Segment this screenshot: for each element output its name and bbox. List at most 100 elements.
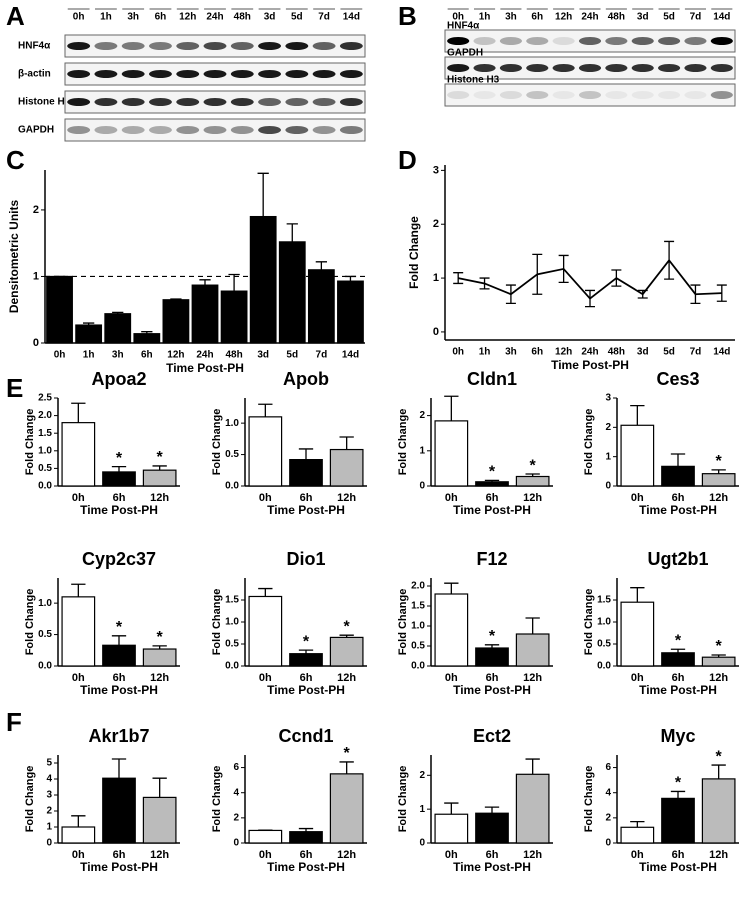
band (121, 42, 145, 50)
band (230, 70, 254, 78)
band (285, 70, 309, 78)
bar (249, 215, 277, 344)
x-tick-label: 12h (523, 492, 542, 504)
x-tick-label: 6h (672, 849, 685, 861)
y-axis-label: Fold Change (583, 589, 595, 656)
band (230, 126, 254, 134)
y-axis-label: Fold Change (583, 766, 595, 833)
x-tick-label: 6h (113, 492, 126, 504)
y-tick-label: 1.0 (597, 617, 611, 628)
error-bar (112, 311, 124, 314)
bar (104, 313, 132, 344)
band (203, 98, 227, 106)
error-bar (111, 758, 127, 779)
bar (515, 633, 550, 667)
error-bar (670, 453, 686, 467)
error-bar (525, 473, 540, 477)
x-tick-label: 6h (300, 672, 313, 684)
x-tick-label: 6h (113, 849, 126, 861)
y-tick-label: 0 (46, 838, 52, 849)
band (605, 64, 628, 72)
y-tick-label: 0.0 (411, 661, 425, 672)
band (67, 126, 91, 134)
y-tick-label: 0 (433, 326, 439, 338)
bar (701, 473, 736, 487)
band (499, 64, 522, 72)
band (552, 91, 575, 99)
x-axis-label: Time Post-PH (453, 683, 531, 697)
band (258, 70, 281, 78)
error-bar (484, 479, 500, 482)
error-bar (258, 587, 273, 597)
x-tick-label: 5d (286, 350, 298, 361)
x-tick-label: 12h (167, 350, 184, 361)
lane-label: 5d (663, 12, 675, 23)
band (526, 64, 549, 72)
error-bar (339, 761, 354, 774)
bar (329, 773, 364, 844)
y-tick-label: 0 (33, 337, 39, 349)
error-bar (71, 815, 86, 827)
bar (278, 241, 306, 344)
significance: * (716, 638, 723, 655)
band (339, 126, 363, 134)
x-tick-label: 12h (709, 672, 728, 684)
error-bar (228, 273, 240, 292)
y-tick-label: 6 (605, 762, 611, 773)
band (473, 64, 496, 72)
lane-label: 14d (343, 12, 360, 23)
lane-label: 5d (291, 12, 303, 23)
lane-label: 7d (318, 12, 330, 23)
error-bar (484, 806, 500, 814)
x-axis-label: Time Post-PH (639, 683, 717, 697)
y-tick-label: 2 (233, 812, 239, 823)
y-tick-label: 1 (33, 270, 39, 282)
x-tick-label: 6h (300, 849, 313, 861)
y-tick-label: 1.0 (38, 445, 52, 456)
bar (289, 459, 323, 487)
bar (289, 831, 323, 844)
panel-label: E (6, 373, 23, 403)
band (499, 37, 522, 45)
band (312, 42, 336, 50)
error-bar (344, 275, 357, 282)
y-tick-label: 0.0 (225, 481, 239, 492)
bar (329, 636, 364, 667)
y-tick-label: 1.5 (225, 595, 239, 606)
band (203, 42, 227, 50)
lane-label: 1h (100, 12, 112, 23)
panel-label: F (6, 707, 22, 737)
y-tick-label: 2 (605, 422, 611, 433)
y-tick-label: 0 (233, 838, 239, 849)
bar (475, 647, 509, 667)
error-bar (257, 172, 269, 217)
band (658, 91, 681, 99)
significance: * (675, 632, 682, 649)
lane-label: 3d (264, 12, 276, 23)
bar (102, 777, 136, 844)
x-axis-label: Time Post-PH (80, 860, 158, 874)
x-tick-label: 12h (337, 849, 356, 861)
x-tick-label: 48h (225, 350, 242, 361)
y-tick-label: 4 (233, 787, 239, 798)
x-tick-label: 0h (72, 492, 85, 504)
blot-strip (64, 118, 366, 142)
bar (661, 465, 695, 487)
y-tick-label: 2 (419, 410, 425, 421)
bar (329, 448, 364, 487)
band (258, 126, 281, 134)
bar (475, 812, 509, 844)
x-axis-label: Time Post-PH (166, 361, 244, 375)
x-tick-label: 24h (196, 350, 213, 361)
y-tick-label: 3 (46, 790, 52, 801)
y-tick-label: 6 (233, 762, 239, 773)
x-tick-label: 0h (631, 672, 644, 684)
band (285, 98, 309, 106)
x-tick-label: 0h (631, 849, 644, 861)
band (149, 42, 172, 50)
x-tick-label: 6h (672, 672, 685, 684)
error-bar (484, 644, 500, 648)
band (203, 126, 227, 134)
significance: * (716, 748, 723, 765)
bar (434, 593, 469, 667)
